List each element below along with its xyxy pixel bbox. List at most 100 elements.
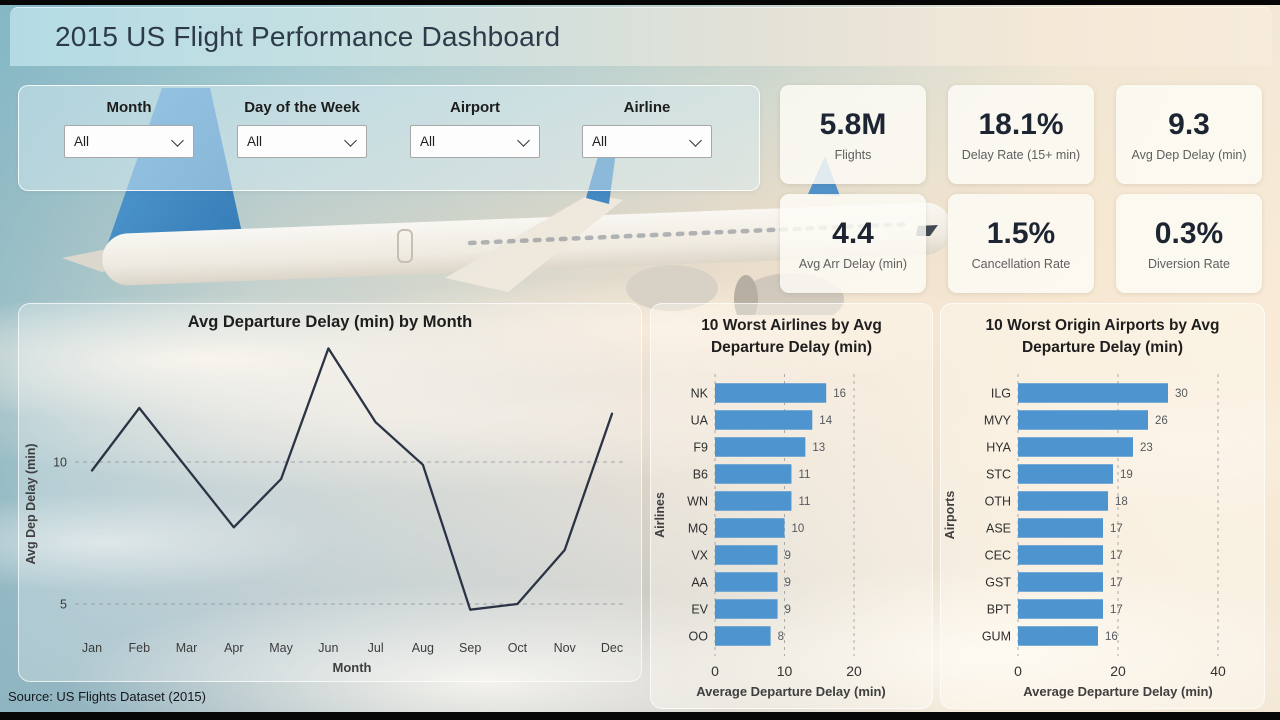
bar-B6[interactable] [715, 464, 792, 484]
x-axis-label: Month [333, 660, 372, 675]
x-tick-label: Sep [459, 641, 481, 655]
page-title: 2015 US Flight Performance Dashboard [55, 21, 561, 52]
value-label: 30 [1175, 388, 1188, 400]
value-label: 17 [1110, 577, 1123, 589]
x-tick-label: 20 [846, 663, 862, 679]
kpi-label: Cancellation Rate [971, 256, 1071, 271]
engine-shape [626, 265, 718, 311]
kpi-label: Diversion Rate [1148, 256, 1230, 271]
tail-fin-shape [102, 88, 248, 260]
dropdown-value: All [592, 134, 608, 149]
value-label: 18 [1115, 496, 1128, 508]
kpi-card-avg-dep-delay: 9.3 Avg Dep Delay (min) [1116, 85, 1262, 184]
y-axis-label: Airlines [653, 492, 667, 538]
kpi-label: Flights [834, 147, 872, 162]
x-tick-label: Dec [601, 641, 623, 655]
value-label: 17 [1110, 604, 1123, 616]
y-axis-label: Airports [943, 491, 957, 540]
wing-shape [445, 194, 623, 292]
airlines-chart-plot: 0 10 20 NK 16 UA 14 F9 13 B6 11 WN 11 MQ 10 VX 9 AA 9 EV 9 OO… [653, 374, 886, 699]
x-tick-label: 10 [777, 663, 793, 679]
bar-NK[interactable] [715, 383, 827, 403]
value-label: 14 [819, 415, 832, 427]
airline-dropdown[interactable]: All [582, 125, 712, 158]
x-axis-label: Average Departure Delay (min) [1023, 684, 1213, 699]
category-label: MQ [688, 522, 708, 536]
airports-chart-panel: 0 20 40 ILG 30 MVY 26 HYA 23 STC 19 OTH 18 ASE 17 CEC 17… [940, 303, 1265, 709]
category-label: GST [985, 576, 1011, 590]
bar-AA[interactable] [715, 572, 778, 592]
dropdown-value: All [74, 134, 90, 149]
airports-chart-title: 10 Worst Origin Airports by Avg Departur… [985, 317, 1220, 357]
value-label: 10 [792, 523, 805, 535]
airlines-chart-panel: 0 10 20 NK 16 UA 14 F9 13 B6 11 WN 11 MQ 10 VX 9 AA 9 EV 9 OO… [650, 303, 933, 709]
x-tick-label: Feb [128, 641, 150, 655]
x-tick-label: Apr [224, 641, 243, 655]
filter-group-airline: Airline All [582, 99, 712, 158]
value-label: 9 [785, 577, 791, 589]
month-dropdown[interactable]: All [64, 125, 194, 158]
bar-HYA[interactable] [1018, 437, 1133, 457]
bar-MQ[interactable] [715, 518, 785, 538]
door-outline [397, 229, 413, 263]
bar-MVY[interactable] [1018, 410, 1148, 430]
bar-GUM[interactable] [1018, 626, 1098, 646]
category-label: STC [986, 468, 1011, 482]
filter-label-month: Month [106, 99, 152, 116]
x-tick-label: 0 [1014, 663, 1022, 679]
category-label: NK [691, 387, 709, 401]
value-label: 16 [1105, 631, 1118, 643]
source-note: Source: US Flights Dataset (2015) [8, 689, 206, 704]
x-tick-label: 40 [1210, 663, 1226, 679]
airplane-image [62, 88, 952, 315]
category-label: OO [689, 630, 709, 644]
category-label: VX [691, 549, 708, 563]
x-tick-label: Jan [82, 641, 102, 655]
x-tick-label: Jul [368, 641, 384, 655]
value-label: 8 [778, 631, 784, 643]
bar-OO[interactable] [715, 626, 771, 646]
bar-WN[interactable] [715, 491, 792, 511]
category-label: CEC [985, 549, 1011, 563]
bar-VX[interactable] [715, 545, 778, 565]
value-label: 9 [785, 604, 791, 616]
bar-STC[interactable] [1018, 464, 1113, 484]
bar-UA[interactable] [715, 410, 813, 430]
kpi-label: Delay Rate (15+ min) [961, 147, 1081, 162]
bottom-letterbox-bar [0, 712, 1280, 720]
airport-dropdown[interactable]: All [410, 125, 540, 158]
bar-GST[interactable] [1018, 572, 1103, 592]
x-tick-label: Mar [176, 641, 198, 655]
category-label: UA [691, 414, 709, 428]
category-label: EV [691, 603, 708, 617]
value-label: 17 [1110, 550, 1123, 562]
bar-ILG[interactable] [1018, 383, 1168, 403]
filter-group-month: Month All [64, 99, 194, 158]
value-label: 13 [812, 442, 825, 454]
bar-F9[interactable] [715, 437, 806, 457]
category-label: ILG [991, 387, 1011, 401]
kpi-grid: 5.8M Flights 18.1% Delay Rate (15+ min) … [780, 85, 1262, 293]
filter-group-airport: Airport All [410, 99, 540, 158]
bar-CEC[interactable] [1018, 545, 1103, 565]
bar-ASE[interactable] [1018, 518, 1103, 538]
value-label: 16 [833, 388, 846, 400]
filter-label-day-of-week: Day of the Week [244, 99, 360, 116]
value-label: 11 [798, 496, 810, 508]
day-of-week-dropdown[interactable]: All [237, 125, 367, 158]
kpi-label: Avg Arr Delay (min) [798, 256, 908, 271]
value-label: 26 [1155, 415, 1168, 427]
category-label: HYA [986, 441, 1011, 455]
category-label: WN [687, 495, 708, 509]
bar-OTH[interactable] [1018, 491, 1108, 511]
category-label: MVY [984, 414, 1012, 428]
category-label: ASE [986, 522, 1011, 536]
bar-BPT[interactable] [1018, 599, 1103, 619]
category-label: F9 [693, 441, 708, 455]
value-label: 23 [1140, 442, 1153, 454]
kpi-value: 18.1% [978, 107, 1064, 141]
filter-panel: Month All Day of the Week All Airport Al… [18, 85, 760, 191]
line-chart-plot: 5 10 Jan Feb Mar Apr May Jun Jul Aug Sep Oct Nov Dec M… [24, 347, 625, 675]
bar-EV[interactable] [715, 599, 778, 619]
